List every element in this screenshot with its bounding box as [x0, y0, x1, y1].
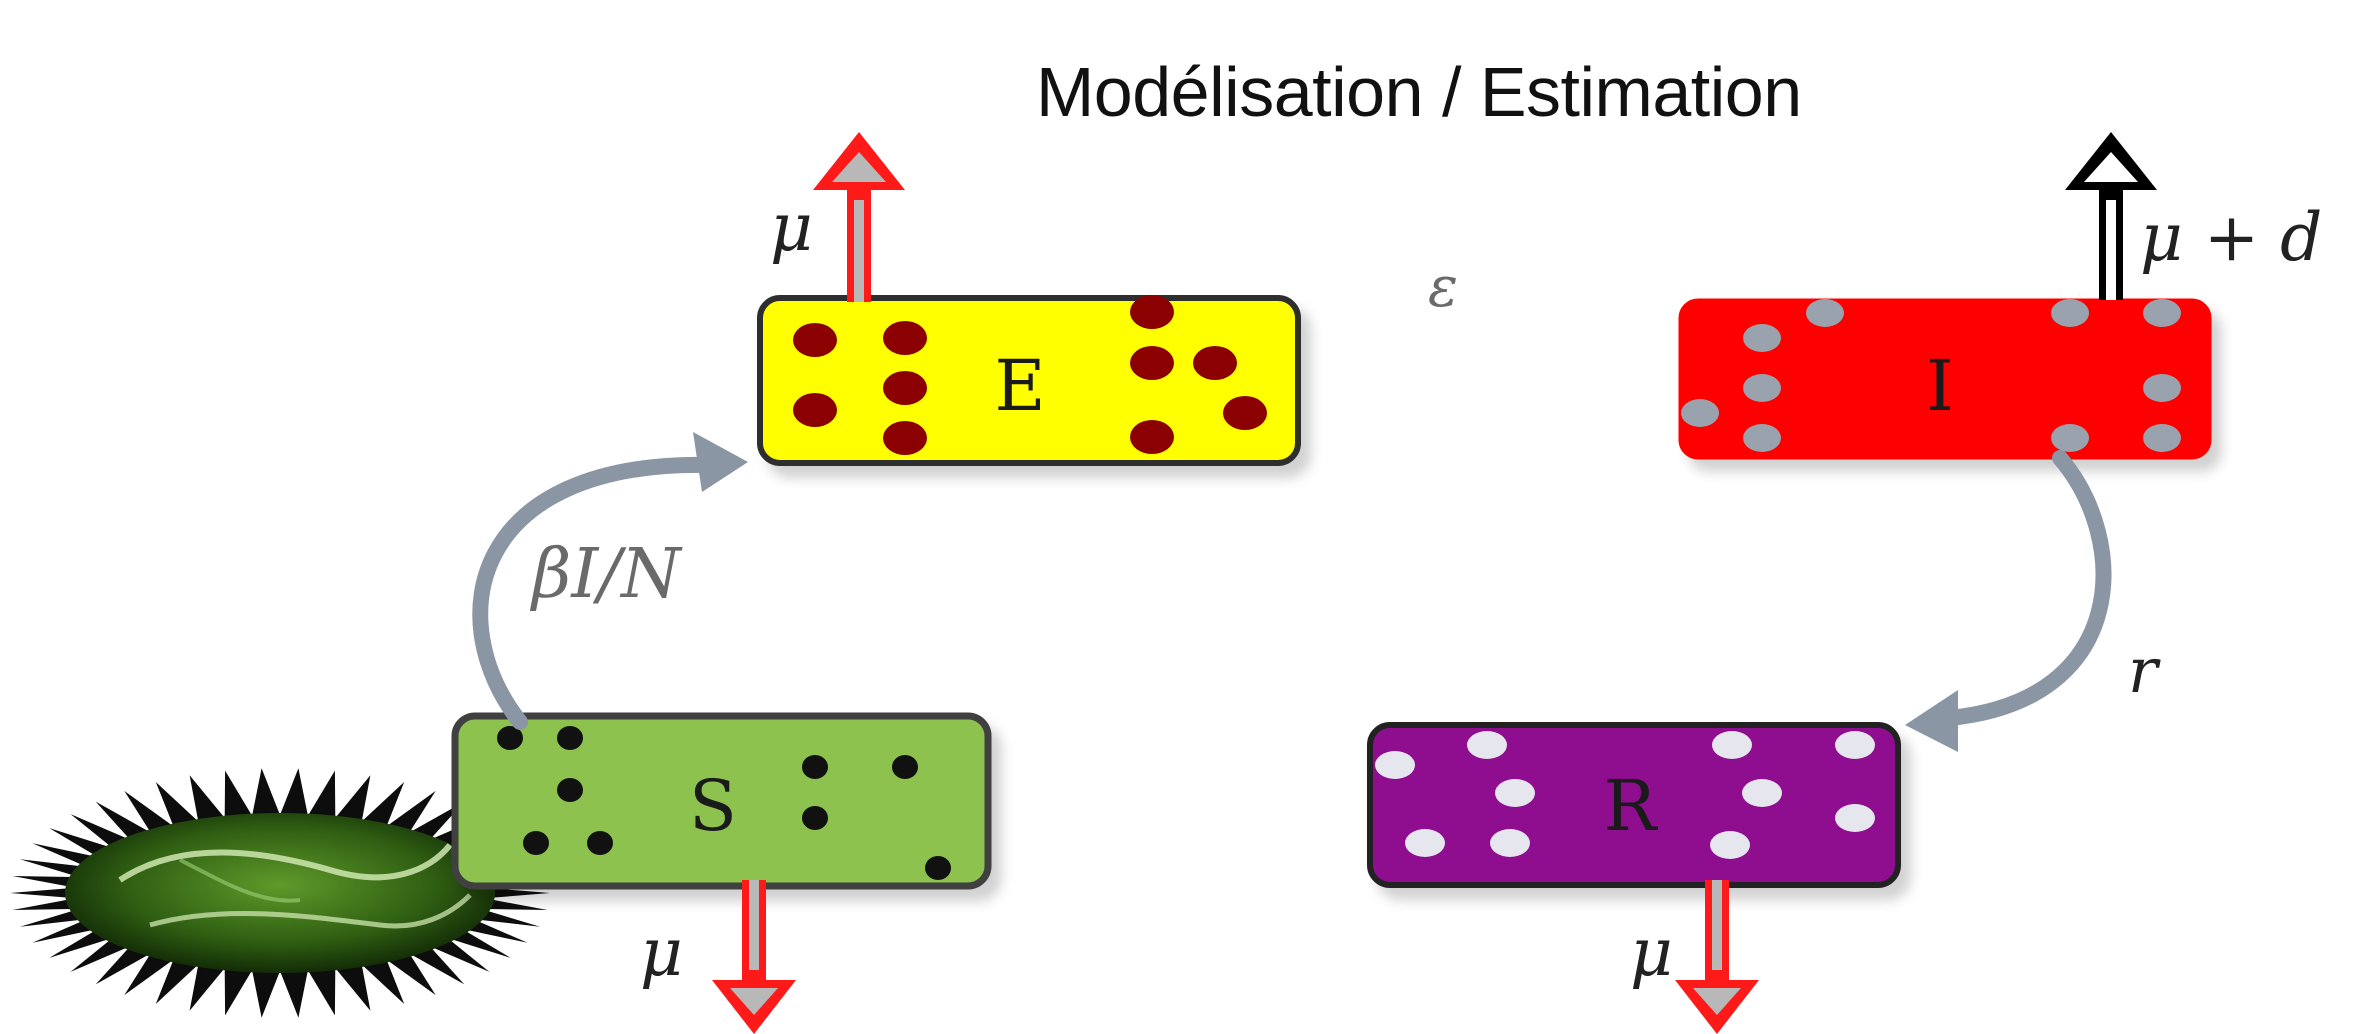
compartment-s: S: [451, 712, 992, 890]
rate-death-r-label: μ: [1630, 914, 1673, 991]
particle-i: [2143, 424, 2181, 452]
particle-r: [1835, 731, 1875, 759]
death-arrow-e: [813, 132, 905, 302]
page-title: Modélisation / Estimation: [1036, 53, 1802, 131]
particle-e: [793, 323, 837, 357]
particle-r: [1835, 804, 1875, 832]
particle-e: [1130, 295, 1174, 329]
particle-s: [557, 726, 583, 750]
particle-i: [2143, 374, 2181, 402]
particle-r: [1405, 829, 1445, 857]
rate-death-s-label: μ: [640, 914, 683, 991]
death-arrow-i: [2065, 132, 2157, 300]
rate-death-e-label: μ: [770, 189, 813, 266]
particle-i: [1681, 399, 1719, 427]
particle-e: [793, 393, 837, 427]
compartment-e-label: E: [994, 345, 1045, 427]
particle-e: [1223, 396, 1267, 430]
particle-i: [1743, 374, 1781, 402]
compartment-i-box: [1678, 298, 2212, 460]
rate-death-i-label: μ + d: [2140, 199, 2322, 276]
compartment-r: R: [1367, 722, 1901, 888]
virus-icon: [10, 768, 550, 1018]
particle-s: [802, 755, 828, 779]
transition-i-to-r: [1905, 450, 2112, 752]
compartment-i-label: I: [1926, 345, 1954, 427]
particle-s: [892, 755, 918, 779]
particle-r: [1467, 731, 1507, 759]
particle-r: [1712, 731, 1752, 759]
particle-e: [1130, 420, 1174, 454]
particle-e: [883, 371, 927, 405]
particle-i: [1743, 424, 1781, 452]
particle-e: [883, 321, 927, 355]
compartment-e: E: [757, 295, 1301, 466]
particle-s: [925, 856, 951, 880]
rate-incubation-label: ε: [1428, 255, 1458, 320]
particle-e: [1130, 346, 1174, 380]
particle-s: [497, 726, 523, 750]
particle-r: [1710, 831, 1750, 859]
particle-s: [587, 831, 613, 855]
death-arrow-r: [1675, 880, 1759, 1034]
particles-i: [1681, 299, 2181, 452]
particle-i: [2051, 424, 2089, 452]
compartment-i: I: [1678, 298, 2212, 460]
death-arrow-s: [712, 880, 796, 1034]
particle-i: [1743, 324, 1781, 352]
transition-s-to-e: [472, 432, 748, 730]
particle-e: [1193, 346, 1237, 380]
rate-recovery-label: r: [2128, 634, 2161, 707]
rate-infection-label: βI/N: [529, 535, 683, 614]
particle-i: [2051, 299, 2089, 327]
particle-s: [802, 806, 828, 830]
particle-r: [1375, 751, 1415, 779]
particle-e: [883, 421, 927, 455]
particle-s: [557, 778, 583, 802]
particle-i: [1806, 299, 1844, 327]
particles-e: [793, 295, 1267, 455]
compartment-r-label: R: [1604, 765, 1659, 847]
particle-r: [1742, 779, 1782, 807]
particles-r: [1375, 731, 1875, 859]
particle-r: [1495, 779, 1535, 807]
particle-s: [523, 831, 549, 855]
particle-r: [1490, 829, 1530, 857]
compartment-s-label: S: [689, 765, 737, 847]
particles-s: [497, 726, 951, 880]
particle-i: [2143, 299, 2181, 327]
